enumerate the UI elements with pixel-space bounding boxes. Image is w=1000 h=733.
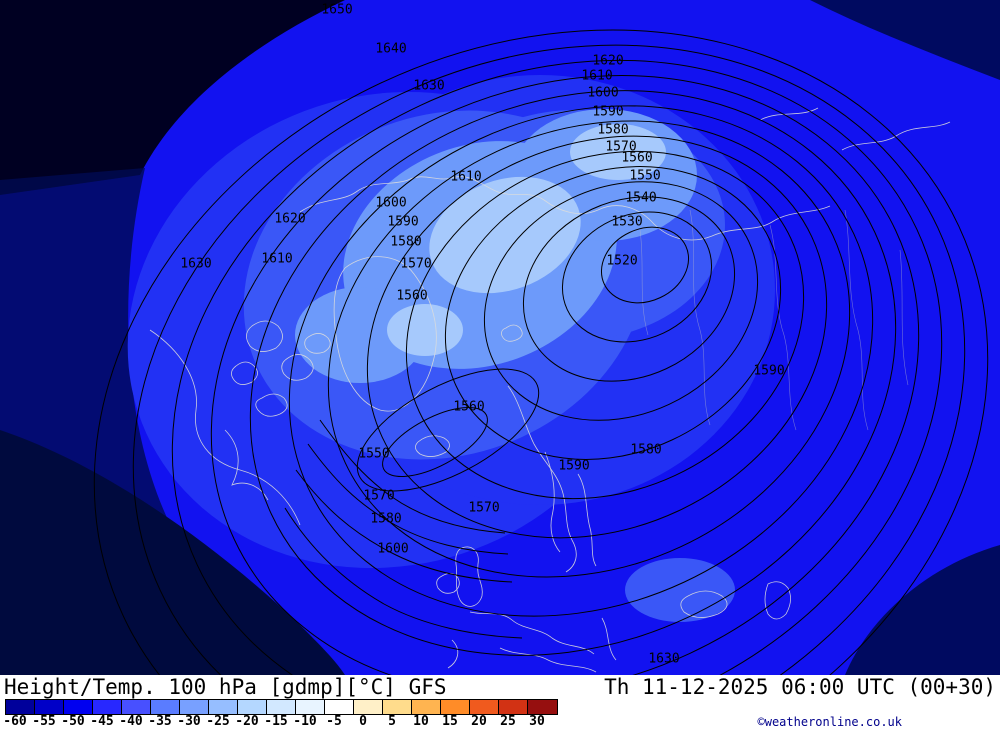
contour-label: 1560 bbox=[396, 288, 428, 304]
colorbar-segment bbox=[296, 700, 325, 714]
colorbar-tick-label: 10 bbox=[413, 714, 429, 729]
colorbar-segment bbox=[383, 700, 412, 714]
colorbar-tick-label: -5 bbox=[326, 714, 342, 729]
contour-label: 1630 bbox=[648, 651, 680, 667]
temperature-colorbar bbox=[5, 699, 558, 715]
colorbar-segment bbox=[470, 700, 499, 714]
colorbar-segment bbox=[64, 700, 93, 714]
colorbar-tick-label: -50 bbox=[61, 714, 85, 729]
contour-label: 1610 bbox=[261, 251, 293, 267]
colorbar-segment bbox=[151, 700, 180, 714]
contour-label: 1590 bbox=[753, 363, 785, 379]
map-canvas bbox=[0, 0, 1000, 675]
colorbar-tick-label: -55 bbox=[32, 714, 56, 729]
colorbar-segment bbox=[325, 700, 354, 714]
colorbar-tick-label: -40 bbox=[119, 714, 143, 729]
contour-label: 1590 bbox=[558, 458, 590, 474]
colorbar-segment bbox=[354, 700, 383, 714]
contour-label: 1620 bbox=[274, 211, 306, 227]
colorbar-segment bbox=[441, 700, 470, 714]
contour-label: 1580 bbox=[630, 442, 662, 458]
contour-label: 1640 bbox=[375, 41, 407, 57]
contour-label: 1550 bbox=[358, 446, 390, 462]
colorbar-segment bbox=[412, 700, 441, 714]
contour-label: 1530 bbox=[611, 214, 643, 230]
contour-label: 1580 bbox=[390, 234, 422, 250]
contour-label: 1540 bbox=[625, 190, 657, 206]
colorbar-tick-label: -20 bbox=[235, 714, 259, 729]
valid-time: Th 11-12-2025 06:00 UTC (00+30) bbox=[604, 675, 996, 699]
contour-label: 1630 bbox=[180, 256, 212, 272]
colorbar-segment bbox=[122, 700, 151, 714]
contour-label: 1570 bbox=[400, 256, 432, 272]
colorbar-labels: -60 -55 -50 -45 -40 -35 -30 -25 -20 -15 -10 -5 0 5 10 1… bbox=[3, 714, 605, 730]
contour-label: 1610 bbox=[450, 169, 482, 185]
contour-label: 1590 bbox=[592, 104, 624, 120]
colorbar-tick-label: 15 bbox=[442, 714, 458, 729]
contour-label: 1550 bbox=[629, 168, 661, 184]
map-dark-edges bbox=[0, 0, 1000, 675]
colorbar-segment bbox=[499, 700, 528, 714]
colorbar-tick-label: 5 bbox=[388, 714, 396, 729]
colorbar-tick-label: -45 bbox=[90, 714, 114, 729]
map-title: Height/Temp. 100 hPa [gdmp][°C] GFS bbox=[4, 675, 447, 699]
copyright-watermark: ©weatheronline.co.uk bbox=[757, 715, 903, 729]
colorbar-segment bbox=[35, 700, 64, 714]
colorbar-tick-label: -10 bbox=[293, 714, 317, 729]
colorbar-tick-label: -15 bbox=[264, 714, 288, 729]
colorbar-tick-label: -25 bbox=[206, 714, 230, 729]
colorbar-segment bbox=[93, 700, 122, 714]
weather-map: 1650 1640 1630 1620 1610 1600 1590 1580 1570 1560… bbox=[0, 0, 1000, 675]
contour-label: 1630 bbox=[413, 78, 445, 94]
contour-label: 1580 bbox=[597, 122, 629, 138]
contour-label: 1560 bbox=[453, 399, 485, 415]
contour-label: 1560 bbox=[621, 150, 653, 166]
colorbar-tick-label: 25 bbox=[500, 714, 516, 729]
colorbar-segment bbox=[528, 700, 557, 714]
contour-label: 1610 bbox=[581, 68, 613, 84]
colorbar-tick-label: 30 bbox=[529, 714, 545, 729]
map-footer: Height/Temp. 100 hPa [gdmp][°C] GFS Th 1… bbox=[0, 675, 1000, 733]
colorbar-tick-label: -60 bbox=[3, 714, 27, 729]
contour-label: 1580 bbox=[370, 511, 402, 527]
colorbar-tick-label: 0 bbox=[359, 714, 367, 729]
contour-labels: 1650 1640 1630 1620 1610 1600 1590 1580 1570 1560… bbox=[180, 2, 785, 667]
borders-rivers bbox=[639, 209, 909, 431]
colorbar-segment bbox=[180, 700, 209, 714]
colorbar-tick-label: -30 bbox=[177, 714, 201, 729]
colorbar-segment bbox=[267, 700, 296, 714]
contour-label: 1570 bbox=[363, 488, 395, 504]
colorbar-segment bbox=[238, 700, 267, 714]
contour-label: 1570 bbox=[468, 500, 500, 516]
colorbar-segment bbox=[209, 700, 238, 714]
contour-label: 1600 bbox=[375, 195, 407, 211]
contour-label: 1620 bbox=[592, 53, 624, 69]
contour-label: 1650 bbox=[321, 2, 353, 18]
height-contours bbox=[93, 29, 989, 675]
colorbar-tick-label: -35 bbox=[148, 714, 172, 729]
contour-label: 1590 bbox=[387, 214, 419, 230]
contour-label: 1570 bbox=[605, 139, 637, 155]
colorbar-segment bbox=[6, 700, 35, 714]
colorbar-tick-label: 20 bbox=[471, 714, 487, 729]
contour-label: 1600 bbox=[587, 85, 619, 101]
contour-label: 1600 bbox=[377, 541, 409, 557]
contour-label: 1520 bbox=[606, 253, 638, 269]
